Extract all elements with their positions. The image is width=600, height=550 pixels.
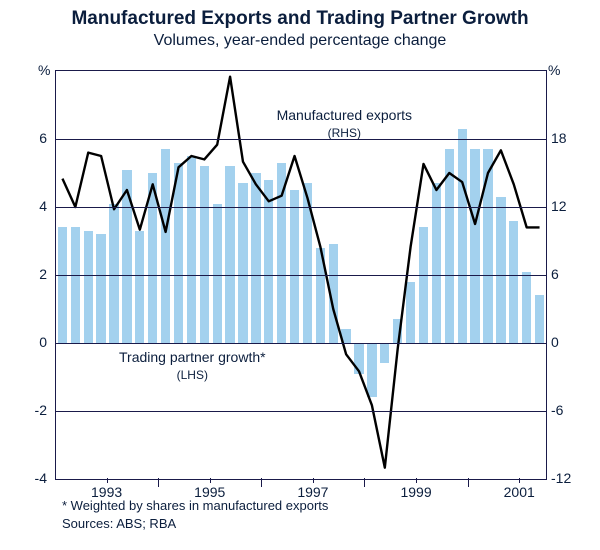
chart-subtitle: Volumes, year-ended percentage change xyxy=(0,32,600,50)
x-tick xyxy=(210,478,211,483)
x-tick xyxy=(107,478,108,483)
left-tick-label: 0 xyxy=(0,334,47,350)
gridline xyxy=(56,275,546,276)
footnote-weighted: * Weighted by shares in manufactured exp… xyxy=(62,498,328,513)
left-unit-label: % xyxy=(38,62,50,78)
gridline xyxy=(56,207,546,208)
right-unit-label: % xyxy=(548,62,560,78)
x-tick xyxy=(364,478,365,487)
x-tick xyxy=(313,478,314,483)
left-tick-label: -4 xyxy=(0,470,47,486)
x-tick xyxy=(468,478,469,487)
left-tick-label: -2 xyxy=(0,402,47,418)
x-tick xyxy=(416,478,417,483)
left-tick-label: 4 xyxy=(0,198,47,214)
right-tick-label: 6 xyxy=(551,266,559,282)
right-tick-label: 12 xyxy=(551,198,567,214)
x-tick-label: 2001 xyxy=(504,484,535,500)
annotation-trading-partner: Trading partner growth* (LHS) xyxy=(97,349,287,383)
right-tick-label: 0 xyxy=(551,334,559,350)
footnote-sources: Sources: ABS; RBA xyxy=(62,516,176,531)
annotation-text: Manufactured exports xyxy=(277,107,412,123)
right-tick-label: 18 xyxy=(551,130,567,146)
gridline xyxy=(56,343,546,344)
annotation-manu-exports: Manufactured exports (RHS) xyxy=(254,107,434,141)
chart-container: Manufactured Exports and Trading Partner… xyxy=(0,0,600,550)
right-tick-label: -6 xyxy=(551,402,563,418)
left-tick-label: 2 xyxy=(0,266,47,282)
x-tick xyxy=(158,478,159,487)
annotation-subtext: (RHS) xyxy=(328,126,361,140)
x-tick-label: 1999 xyxy=(400,484,431,500)
annotation-subtext: (LHS) xyxy=(177,368,208,382)
right-tick-label: -12 xyxy=(551,470,571,486)
annotation-text: Trading partner growth* xyxy=(119,349,266,365)
chart-title: Manufactured Exports and Trading Partner… xyxy=(0,0,600,30)
x-tick xyxy=(261,478,262,487)
gridline xyxy=(56,479,546,480)
gridline xyxy=(56,411,546,412)
left-tick-label: 6 xyxy=(0,130,47,146)
x-tick xyxy=(519,478,520,483)
